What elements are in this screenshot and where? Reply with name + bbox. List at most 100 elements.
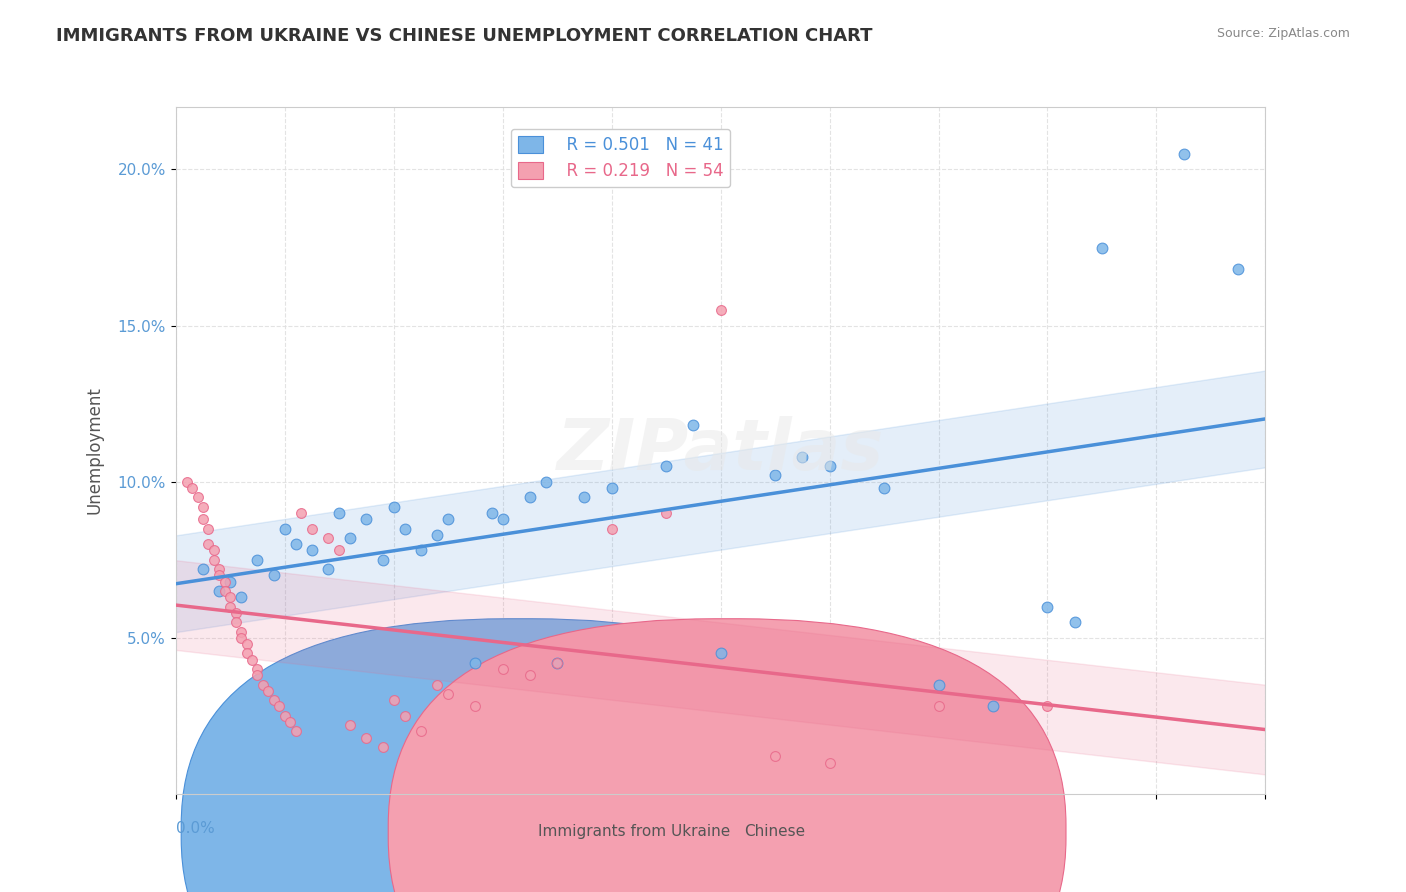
Point <box>240 653 263 667</box>
Point <box>318 562 340 576</box>
Point <box>818 756 841 770</box>
Point <box>246 668 269 682</box>
Point <box>246 662 269 676</box>
Point <box>426 527 449 541</box>
Point <box>394 521 416 535</box>
Point <box>284 724 307 739</box>
Point <box>1036 699 1059 714</box>
Point <box>928 678 950 692</box>
Point <box>1036 599 1059 614</box>
Point <box>235 646 257 660</box>
Point <box>219 599 242 614</box>
Text: ZIPatlas: ZIPatlas <box>557 416 884 485</box>
Point <box>710 302 733 317</box>
Point <box>274 521 297 535</box>
Point <box>1063 615 1085 630</box>
Point <box>191 500 214 514</box>
Point <box>197 521 219 535</box>
Point <box>339 718 361 732</box>
Point <box>710 646 733 660</box>
Point <box>574 490 596 504</box>
Point <box>763 468 786 483</box>
Point <box>301 543 323 558</box>
Point <box>534 475 557 489</box>
Point <box>873 481 896 495</box>
Point <box>481 506 503 520</box>
Point <box>492 662 515 676</box>
Point <box>208 583 231 598</box>
Point <box>208 568 231 582</box>
Point <box>519 668 541 682</box>
Point <box>202 552 225 567</box>
Point <box>186 490 209 504</box>
Point <box>318 531 340 545</box>
Point <box>257 683 280 698</box>
Point <box>382 693 405 707</box>
Text: Immigrants from Ukraine: Immigrants from Ukraine <box>537 824 730 839</box>
FancyBboxPatch shape <box>181 619 859 892</box>
Legend:   R = 0.501   N = 41,   R = 0.219   N = 54: R = 0.501 N = 41, R = 0.219 N = 54 <box>510 129 730 187</box>
Point <box>356 731 378 745</box>
Point <box>214 574 236 589</box>
Point <box>763 749 786 764</box>
Point <box>437 512 460 526</box>
Text: Chinese: Chinese <box>745 824 806 839</box>
Point <box>356 512 378 526</box>
Text: IMMIGRANTS FROM UKRAINE VS CHINESE UNEMPLOYMENT CORRELATION CHART: IMMIGRANTS FROM UKRAINE VS CHINESE UNEMP… <box>56 27 873 45</box>
Text: Source: ZipAtlas.com: Source: ZipAtlas.com <box>1216 27 1350 40</box>
Point <box>409 543 432 558</box>
Point <box>437 687 460 701</box>
Point <box>214 583 236 598</box>
Point <box>225 615 247 630</box>
Point <box>235 637 257 651</box>
Point <box>328 506 350 520</box>
Point <box>792 450 814 464</box>
Point <box>208 562 231 576</box>
Point <box>382 500 405 514</box>
Point <box>246 552 269 567</box>
Point <box>231 631 253 645</box>
Point <box>426 678 449 692</box>
Point <box>655 458 678 473</box>
Point <box>1227 262 1250 277</box>
Point <box>263 568 285 582</box>
Point <box>394 708 416 723</box>
Point <box>274 708 297 723</box>
Point <box>818 458 841 473</box>
FancyBboxPatch shape <box>388 619 1066 892</box>
Point <box>191 562 214 576</box>
Point <box>600 481 623 495</box>
Point <box>263 693 285 707</box>
Point <box>928 699 950 714</box>
Point <box>519 490 541 504</box>
Point <box>409 724 432 739</box>
Point <box>269 699 291 714</box>
Point <box>328 543 350 558</box>
Point <box>225 606 247 620</box>
Point <box>278 715 301 730</box>
Point <box>492 512 515 526</box>
Point <box>290 506 312 520</box>
Point <box>546 656 568 670</box>
Point <box>231 591 253 605</box>
Point <box>339 531 361 545</box>
Point <box>546 656 568 670</box>
Point <box>682 418 704 433</box>
Point <box>252 678 274 692</box>
Point <box>284 537 307 551</box>
Point <box>181 481 204 495</box>
Text: 0.0%: 0.0% <box>176 822 215 837</box>
Point <box>231 624 253 639</box>
Y-axis label: Unemployment: Unemployment <box>86 386 104 515</box>
Point <box>371 740 394 755</box>
Point <box>176 475 198 489</box>
Point <box>600 521 623 535</box>
Point <box>655 506 678 520</box>
Point <box>981 699 1004 714</box>
Point <box>219 591 242 605</box>
Point <box>197 537 219 551</box>
Point <box>1173 146 1195 161</box>
Point <box>301 521 323 535</box>
Point <box>191 512 214 526</box>
Point <box>371 552 394 567</box>
